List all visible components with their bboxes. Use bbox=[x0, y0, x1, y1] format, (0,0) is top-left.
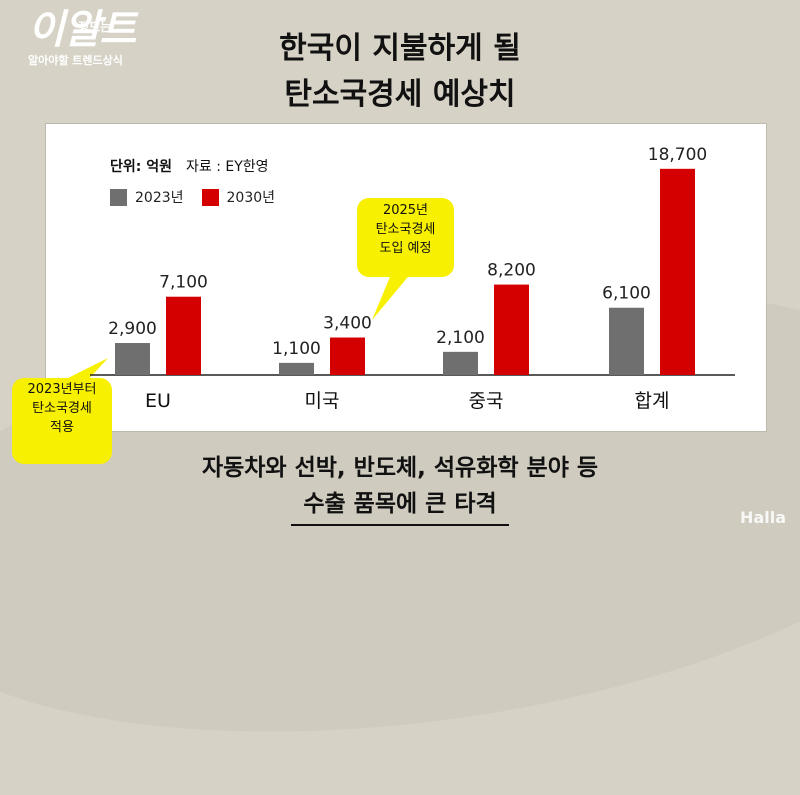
legend-item-2023: 2023년 bbox=[110, 187, 184, 207]
callout-2023: 2023년부터 탄소국경세 적용 bbox=[12, 378, 112, 464]
logo-subtitle: 알아야할 트렌드상식 bbox=[28, 54, 123, 67]
data-label-2030-2: 8,200 bbox=[487, 261, 536, 281]
legend-label-2030: 2030년 bbox=[226, 190, 276, 206]
bottom-caption: 자동차와 선박, 반도체, 석유화학 분야 등 수출 품목에 큰 타격 bbox=[0, 450, 800, 526]
unit-label: 단위: 억원 bbox=[110, 159, 172, 175]
category-label-0: EU bbox=[145, 390, 171, 412]
units-line: 단위: 억원 자료 : EY한영 bbox=[110, 156, 269, 176]
data-label-2023-3: 6,100 bbox=[602, 284, 651, 304]
callout-2023-line-1: 2023년부터 bbox=[27, 382, 97, 397]
callout-2023-line-2: 탄소국경세 bbox=[32, 401, 92, 416]
data-label-2023-0: 2,900 bbox=[108, 319, 157, 339]
data-label-2030-3: 18,700 bbox=[648, 145, 707, 165]
data-label-2030-1: 3,400 bbox=[323, 314, 372, 334]
category-label-1: 미국 bbox=[305, 390, 340, 412]
bar-2023-1 bbox=[279, 362, 314, 375]
callout-2025-line-3: 도입 예정 bbox=[379, 241, 432, 256]
callout-2025-line-2: 탄소국경세 bbox=[375, 222, 436, 237]
logo-big-text: 이알트 bbox=[28, 7, 136, 53]
title-line-1: 한국이 지불하게 될 bbox=[279, 31, 521, 66]
bar-2030-2 bbox=[494, 284, 529, 375]
legend-swatch-2030 bbox=[201, 188, 219, 206]
bottom-line-1: 자동차와 선박, 반도체, 석유화학 분야 등 bbox=[201, 455, 599, 481]
data-label-2023-1: 1,100 bbox=[272, 339, 321, 359]
logo: 이알트 정도는 알아야할 트렌드상식 bbox=[28, 7, 136, 68]
bar-2030-3 bbox=[660, 168, 695, 375]
callout-2023-pointer bbox=[60, 358, 108, 382]
bar-2023-2 bbox=[443, 351, 478, 375]
bar-2030-1 bbox=[330, 337, 365, 375]
legend-item-2030: 2030년 bbox=[201, 187, 276, 207]
source-label: 자료 : EY한영 bbox=[186, 159, 269, 175]
legend: 2023년 2030년 bbox=[110, 187, 293, 207]
category-label-2: 중국 bbox=[469, 390, 504, 412]
legend-label-2023: 2023년 bbox=[135, 190, 184, 206]
callout-2025-pointer bbox=[372, 272, 412, 320]
logo-small-text: 정도는 bbox=[78, 20, 112, 34]
bar-2023-3 bbox=[609, 307, 644, 375]
page-title: 한국이 지불하게 될 탄소국경세 예상치 bbox=[0, 26, 800, 118]
callout-2025: 2025년 탄소국경세 도입 예정 bbox=[357, 198, 454, 277]
data-label-2023-2: 2,100 bbox=[436, 328, 485, 348]
title-line-2: 탄소국경세 예상치 bbox=[284, 77, 516, 112]
category-label-3: 합계 bbox=[635, 390, 670, 412]
callout-2025-line-1: 2025년 bbox=[382, 203, 429, 218]
legend-swatch-2023 bbox=[110, 188, 127, 206]
bottom-line-2: 수출 품목에 큰 타격 bbox=[291, 486, 509, 526]
data-label-2030-0: 7,100 bbox=[159, 273, 208, 293]
brand-logo: Halla bbox=[740, 508, 786, 527]
callout-2023-line-3: 적용 bbox=[50, 420, 74, 435]
bar-2030-0 bbox=[166, 296, 201, 375]
bar-2023-0 bbox=[115, 343, 150, 375]
